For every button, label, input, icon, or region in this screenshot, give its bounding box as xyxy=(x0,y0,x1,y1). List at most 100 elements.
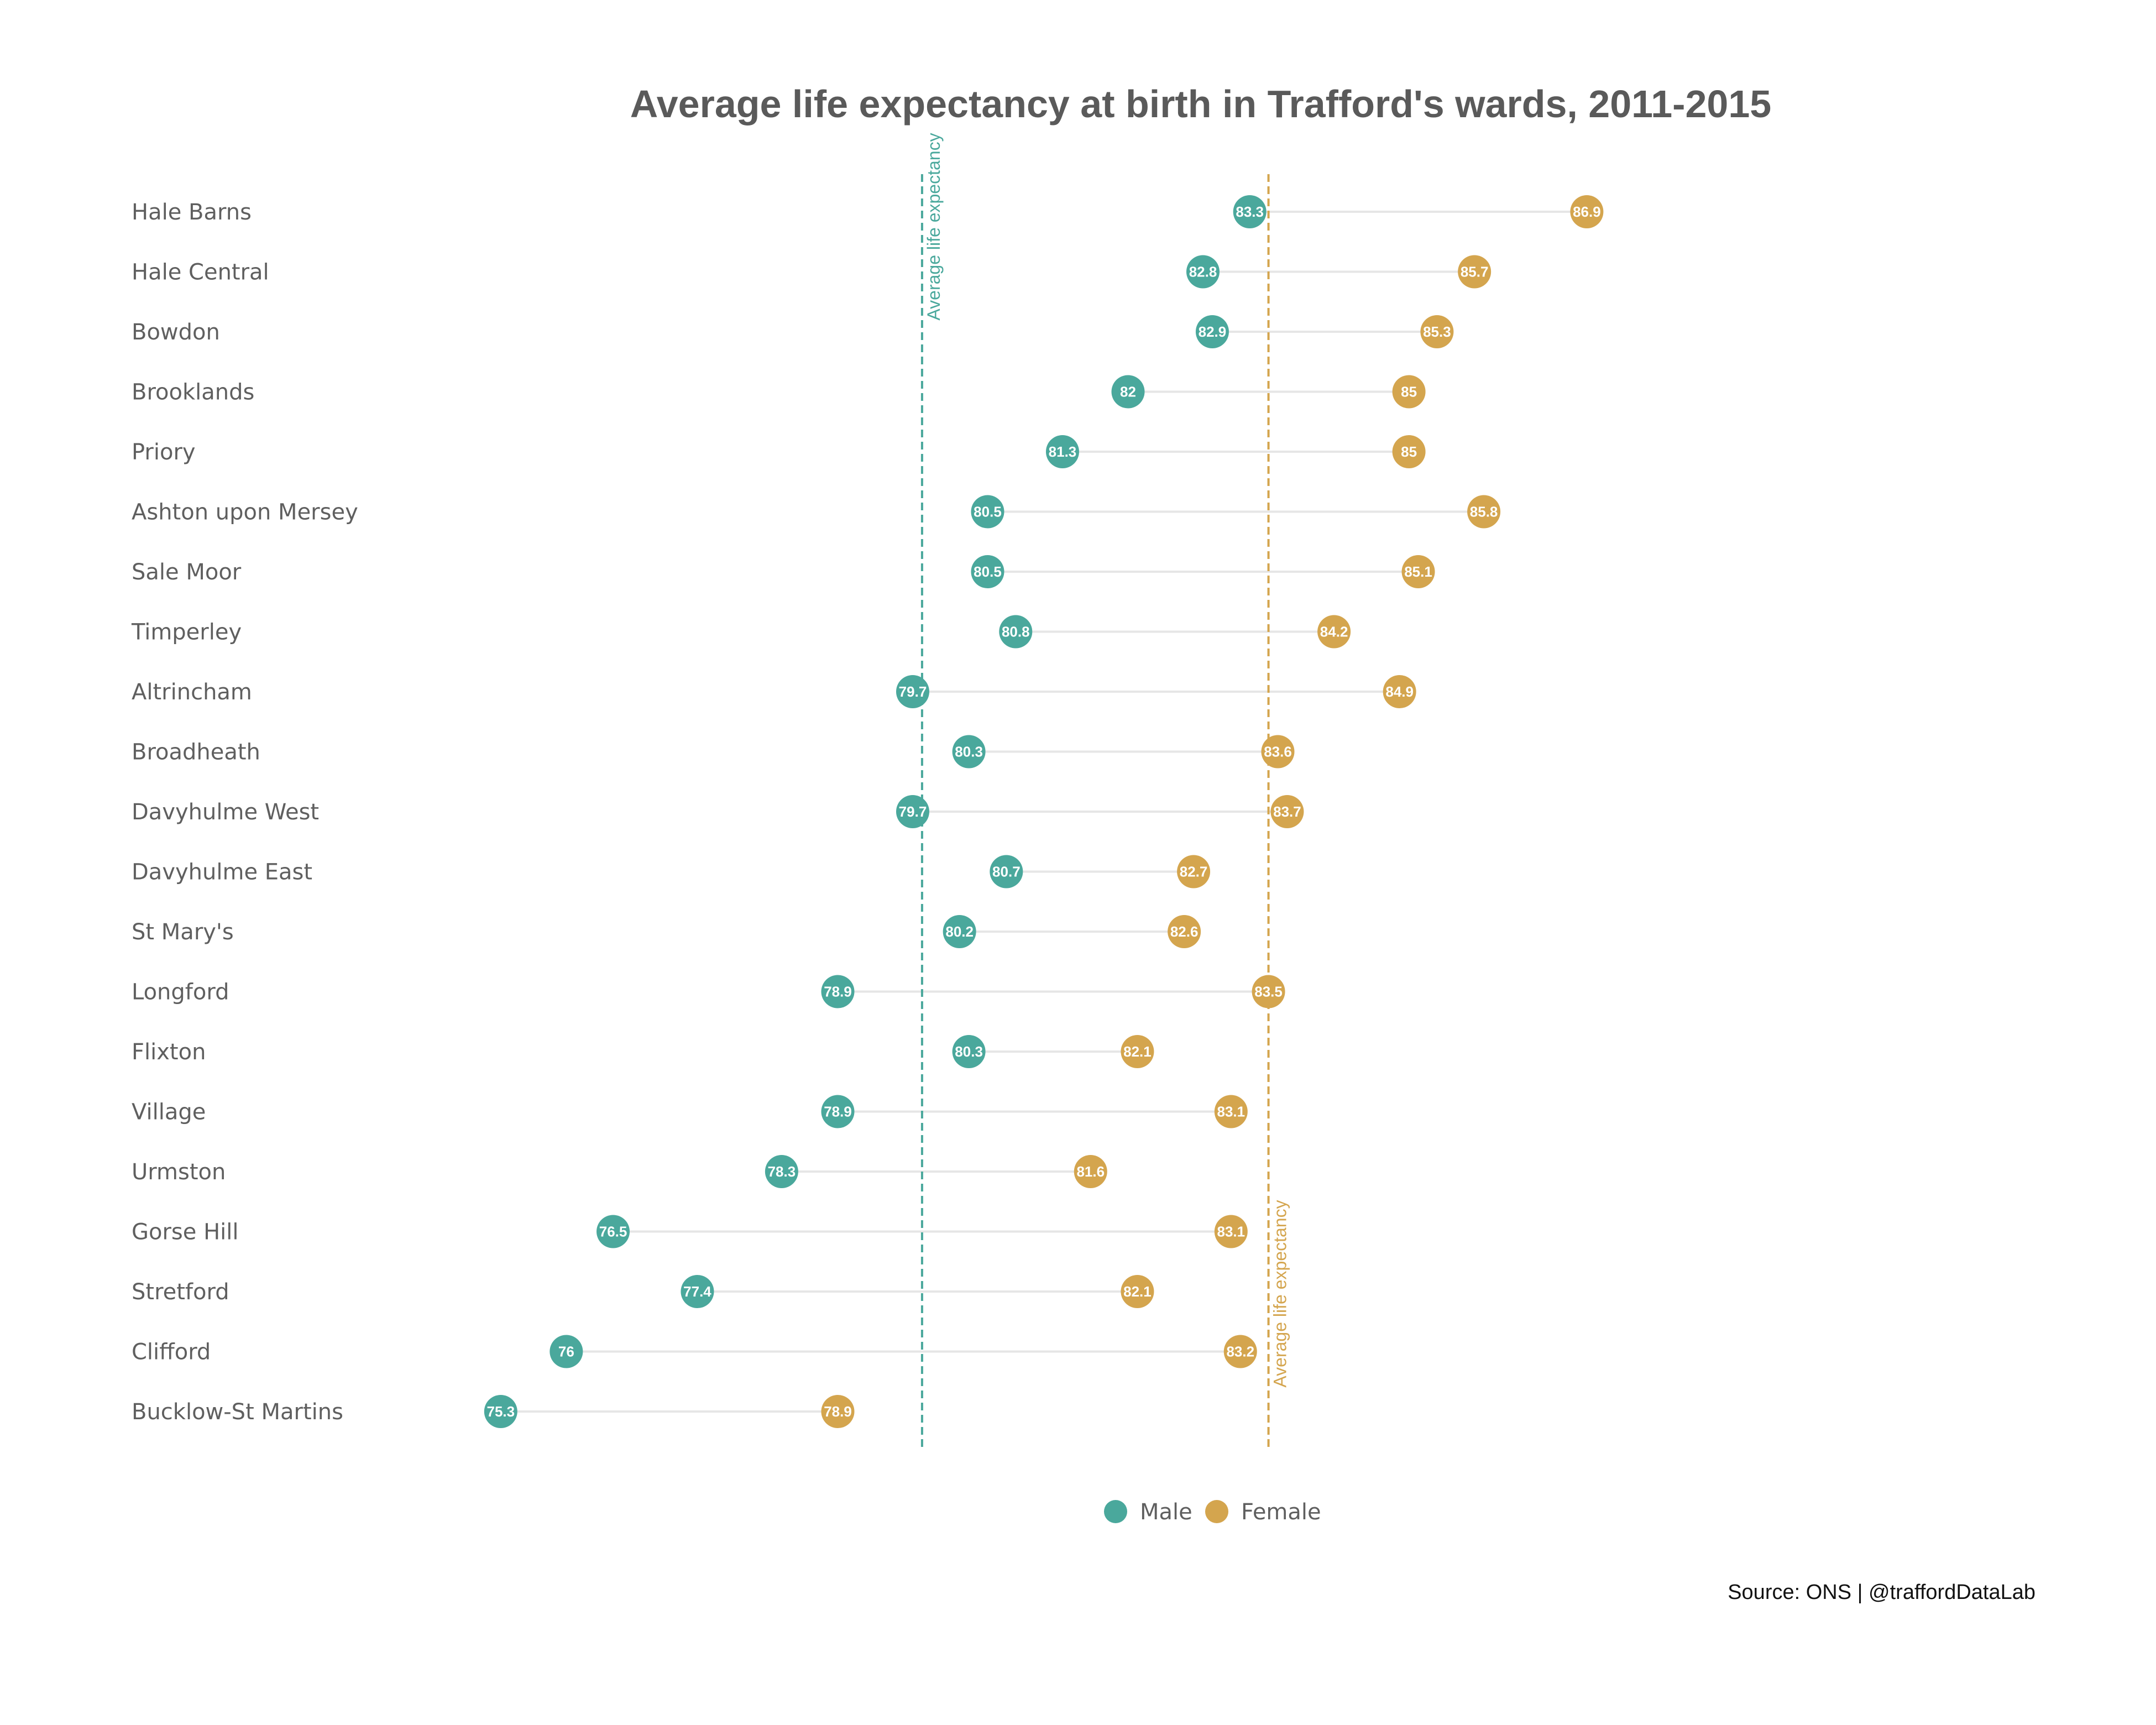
male-value-label: 80.3 xyxy=(955,744,983,760)
male-value-label: 76.5 xyxy=(599,1224,627,1240)
female-value-label: 83.7 xyxy=(1273,803,1301,820)
female-value-label: 82.1 xyxy=(1123,1283,1152,1300)
female-point xyxy=(1392,435,1426,468)
male-value-label: 75.3 xyxy=(487,1403,515,1420)
female-value-label: 85 xyxy=(1401,384,1417,400)
ward-label: Altrincham xyxy=(132,679,252,705)
female-value-label: 85 xyxy=(1401,443,1417,460)
male-point xyxy=(821,1095,855,1128)
legend: Male Female xyxy=(1104,1499,1321,1525)
male-value-label: 76 xyxy=(558,1344,574,1360)
male-value-label: 80.3 xyxy=(955,1043,983,1060)
male-point xyxy=(1186,255,1220,289)
male-point xyxy=(971,555,1004,588)
female-value-label: 82.7 xyxy=(1180,864,1208,880)
female-point xyxy=(1214,1215,1248,1248)
ward-label: Bowdon xyxy=(132,320,220,345)
female-point xyxy=(1270,795,1304,828)
ward-label: Broadheath xyxy=(132,740,260,765)
male-point xyxy=(896,795,929,828)
chart-title: Average life expectancy at birth in Traf… xyxy=(630,82,1771,126)
male-value-label: 80.5 xyxy=(974,504,1002,520)
female-value-label: 85.7 xyxy=(1461,264,1489,280)
female-point xyxy=(1177,855,1211,888)
female-value-label: 81.6 xyxy=(1076,1163,1105,1180)
female-value-label: 78.9 xyxy=(824,1403,852,1420)
male-point xyxy=(896,675,929,708)
male-value-label: 80.7 xyxy=(992,864,1021,880)
male-point xyxy=(484,1395,517,1428)
female-point xyxy=(1458,255,1492,289)
ward-label: Priory xyxy=(132,440,196,465)
male-value-label: 82 xyxy=(1120,384,1136,400)
female-legend-label: Female xyxy=(1241,1499,1321,1525)
female-point xyxy=(1261,735,1295,769)
male-point xyxy=(596,1215,630,1248)
female-value-label: 82.1 xyxy=(1123,1043,1152,1060)
male-value-label: 78.9 xyxy=(824,984,852,1000)
female-value-label: 84.9 xyxy=(1385,683,1414,700)
male-value-label: 78.3 xyxy=(768,1163,796,1180)
ward-label: Urmston xyxy=(132,1159,226,1185)
female-point xyxy=(1121,1035,1154,1068)
female-point xyxy=(1383,675,1416,708)
male-value-label: 80.5 xyxy=(974,563,1002,580)
male-value-label: 83.3 xyxy=(1236,203,1264,220)
ward-label: Longford xyxy=(132,980,229,1005)
female-value-label: 83.1 xyxy=(1217,1224,1246,1240)
female-point xyxy=(821,1395,855,1428)
ward-label: Brooklands xyxy=(132,380,254,405)
male-average-label: Average life expectancy xyxy=(924,133,944,320)
female-value-label: 83.6 xyxy=(1264,744,1292,760)
male-legend-label: Male xyxy=(1140,1499,1192,1525)
ward-label: Timperley xyxy=(131,620,242,645)
male-point xyxy=(971,495,1004,529)
ward-label: Clifford xyxy=(132,1340,211,1365)
male-point xyxy=(999,615,1033,649)
male-value-label: 77.4 xyxy=(683,1283,711,1300)
female-point xyxy=(1168,915,1201,948)
ward-label: Village xyxy=(132,1100,206,1125)
female-legend-swatch xyxy=(1205,1500,1228,1523)
female-point xyxy=(1223,1335,1257,1368)
plot-area: Average life expectancy Average life expe… xyxy=(131,133,1604,1447)
ward-label: Hale Central xyxy=(132,260,269,285)
female-value-label: 84.2 xyxy=(1320,624,1348,640)
ward-label: Bucklow-St Martins xyxy=(132,1399,343,1425)
male-value-label: 79.7 xyxy=(899,683,927,700)
female-value-label: 83.1 xyxy=(1217,1104,1246,1120)
ward-label: Sale Moor xyxy=(132,560,242,585)
male-point xyxy=(681,1275,714,1308)
female-value-label: 82.6 xyxy=(1170,923,1199,940)
male-point xyxy=(990,855,1023,888)
ward-label: Davyhulme East xyxy=(132,860,312,885)
source-caption: Source: ONS | @traffordDataLab xyxy=(1728,1581,2035,1604)
male-point xyxy=(1045,435,1079,468)
female-value-label: 86.9 xyxy=(1573,203,1601,220)
female-point xyxy=(1252,975,1285,1008)
male-point xyxy=(1111,375,1145,409)
male-value-label: 82.9 xyxy=(1199,323,1227,340)
male-value-label: 78.9 xyxy=(824,1104,852,1120)
male-point xyxy=(1195,315,1229,348)
female-value-label: 83.5 xyxy=(1254,984,1283,1000)
male-point xyxy=(821,975,855,1008)
female-value-label: 85.8 xyxy=(1470,504,1498,520)
male-value-label: 81.3 xyxy=(1049,443,1077,460)
male-value-label: 79.7 xyxy=(899,803,927,820)
female-point xyxy=(1121,1275,1154,1308)
ward-label: Hale Barns xyxy=(132,200,252,225)
male-legend-swatch xyxy=(1104,1500,1127,1523)
female-point xyxy=(1570,195,1604,228)
female-point xyxy=(1317,615,1351,649)
male-point xyxy=(765,1155,798,1188)
female-point xyxy=(1074,1155,1107,1188)
male-point xyxy=(952,735,986,769)
male-point xyxy=(952,1035,986,1068)
male-point xyxy=(943,915,976,948)
female-value-label: 85.1 xyxy=(1404,563,1432,580)
female-value-label: 85.3 xyxy=(1423,323,1451,340)
male-point xyxy=(1233,195,1267,228)
female-point xyxy=(1467,495,1501,529)
